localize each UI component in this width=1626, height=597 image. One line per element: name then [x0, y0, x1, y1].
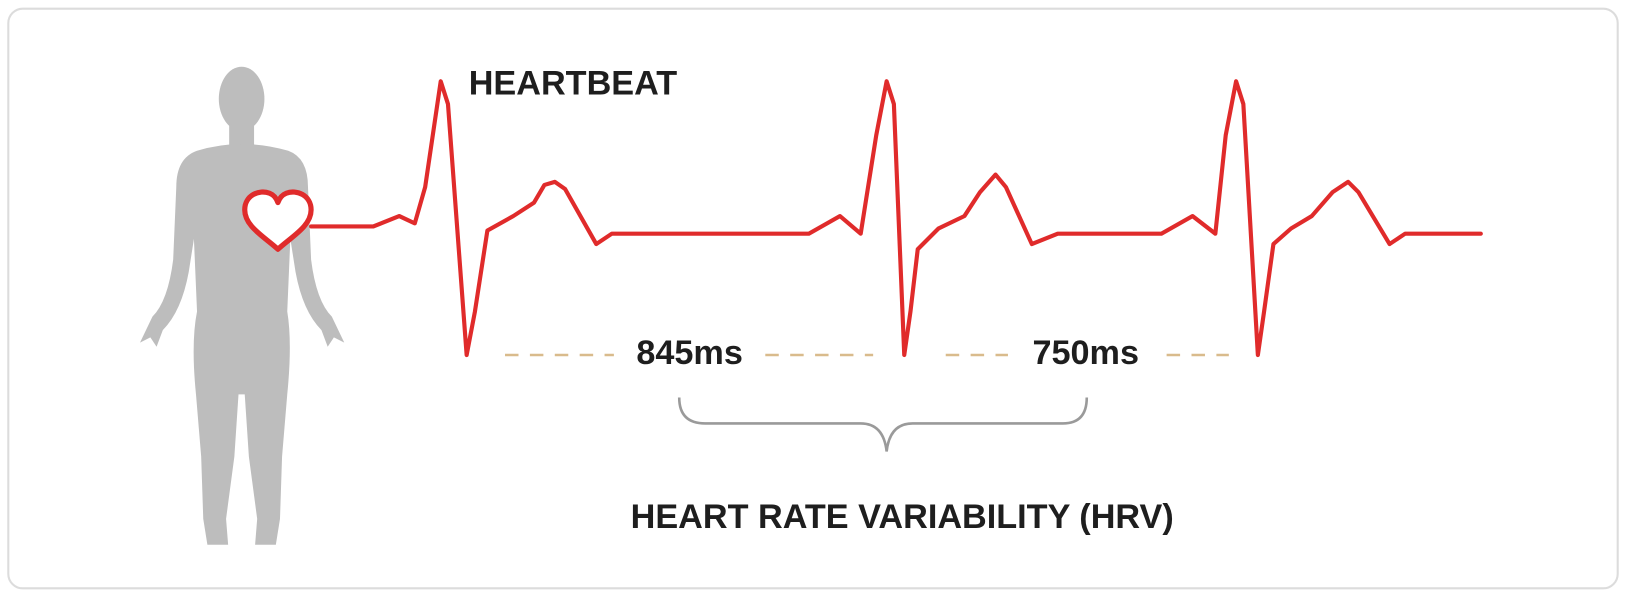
brace	[677, 397, 1089, 452]
frame	[7, 7, 1619, 590]
interval-label: 845ms	[636, 334, 743, 372]
ecg-line	[309, 79, 1483, 358]
human-silhouette	[139, 66, 345, 545]
caption: HEART RATE VARIABILITY (HRV)	[631, 498, 1174, 536]
interval-label: 750ms	[1032, 334, 1139, 372]
heart-icon	[242, 189, 314, 252]
heartbeat-label: HEARTBEAT	[469, 64, 678, 102]
